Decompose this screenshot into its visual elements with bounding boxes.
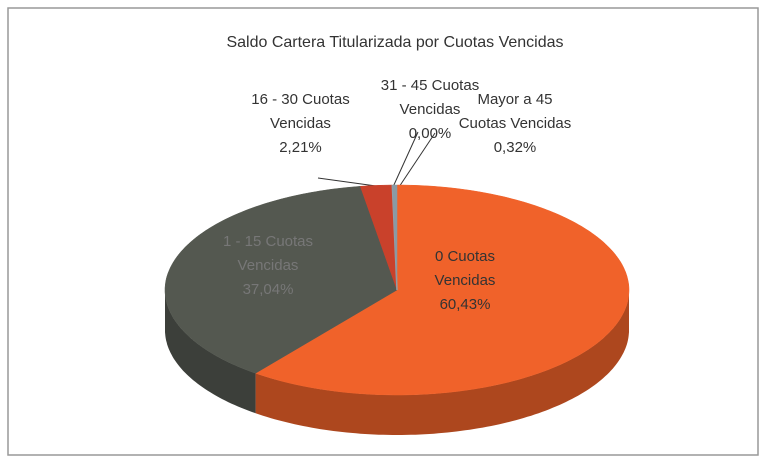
value-label: 37,04% (242, 281, 294, 298)
chart-title: Saldo Cartera Titularizada por Cuotas Ve… (226, 34, 564, 51)
pie-slice-side (165, 290, 256, 414)
pie-slice (359, 184, 398, 291)
leader-line (392, 131, 419, 188)
value-label: 2,21% (279, 139, 322, 156)
value-label: 60,43% (439, 296, 491, 313)
data-label: Mayor a 45 Cuotas Vencidas 0,32% (455, 88, 575, 160)
category-label: 31 - 45 Cuotas Vencidas (380, 77, 480, 118)
value-label: 0,00% (408, 125, 452, 142)
leader-line (317, 177, 377, 187)
data-label: 16 - 30 Cuotas Vencidas 2,21% (243, 88, 358, 160)
data-label: 1 - 15 Cuotas Vencidas 37,04% (213, 230, 323, 302)
data-label: 0 Cuotas Vencidas 60,43% (420, 245, 510, 317)
pie-slice-side (255, 290, 629, 435)
category-label: Mayor a 45 Cuotas Vencidas (458, 91, 572, 132)
pie-slice (164, 186, 398, 374)
category-label: 0 Cuotas Vencidas (434, 248, 496, 289)
leader-line (398, 132, 436, 188)
value-label: 0,32% (493, 139, 537, 156)
pie-slice (255, 184, 630, 396)
category-label: 1 - 15 Cuotas Vencidas (222, 233, 314, 274)
category-label: 16 - 30 Cuotas Vencidas (251, 91, 350, 132)
pie-slice (392, 184, 398, 291)
data-label: 31 - 45 Cuotas Vencidas 0,00% (375, 74, 485, 146)
